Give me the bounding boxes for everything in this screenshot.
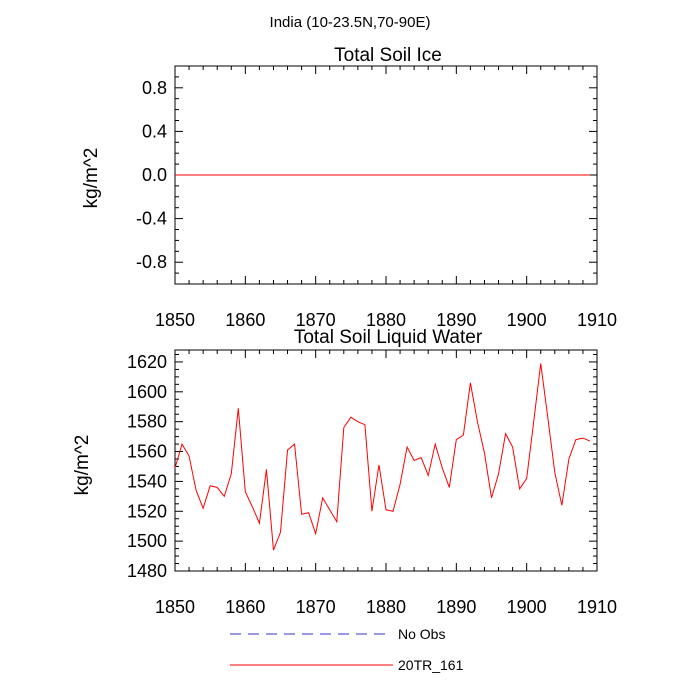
legend-label-20tr-161: 20TR_161	[398, 657, 464, 673]
y-tick-label: 1600	[127, 382, 167, 402]
y-tick-label: -0.4	[136, 209, 167, 229]
panel-title: Total Soil Liquid Water	[294, 327, 483, 348]
plot-area: 1850 1860 1870 1880 1890 1900 1910 -0.8 -0.4 0.0 0…	[136, 65, 617, 330]
y-tick-label: 0.4	[142, 121, 167, 141]
y-tick-label: 0.0	[142, 165, 167, 185]
y-tick-label: -0.8	[136, 252, 167, 272]
y-tick-label: 1620	[127, 352, 167, 372]
y-tick-label: 1560	[127, 442, 167, 462]
y-axis-label: kg/m^2	[72, 435, 93, 496]
x-tick-label: 1900	[507, 597, 547, 617]
panel-soil-ice: Total Soil Ice kg/m^2 1850 1860 1870 1880 18…	[81, 45, 617, 330]
panel-title: Total Soil Ice	[334, 45, 442, 66]
x-tick-label: 1860	[225, 310, 265, 330]
plot-area: 1850 1860 1870 1880 1890 1900 1910 1480 1500 1520…	[127, 349, 617, 617]
x-tick-label: 1850	[155, 597, 195, 617]
series-line-20tr-161	[174, 363, 591, 551]
x-tick-label: 1890	[436, 310, 476, 330]
x-tick-label: 1910	[577, 310, 617, 330]
y-axis-label: kg/m^2	[81, 148, 102, 209]
panel-soil-liquid-water: Total Soil Liquid Water kg/m^2 1850 1860 1…	[72, 327, 617, 617]
x-tick-label: 1860	[225, 597, 265, 617]
figure-suptitle: India (10-23.5N,70-90E)	[270, 14, 431, 31]
legend: No Obs 20TR_161	[230, 626, 464, 673]
x-tick-label: 1880	[366, 310, 406, 330]
y-tick-label: 1480	[127, 561, 167, 581]
legend-label-no-obs: No Obs	[398, 626, 445, 642]
x-tick-label: 1870	[296, 310, 336, 330]
y-tick-label: 0.8	[142, 78, 167, 98]
x-tick-label: 1850	[155, 310, 195, 330]
x-tick-label: 1890	[436, 597, 476, 617]
y-tick-label: 1520	[127, 501, 167, 521]
y-tick-label: 1500	[127, 531, 167, 551]
x-tick-label: 1910	[577, 597, 617, 617]
x-tick-label: 1880	[366, 597, 406, 617]
y-tick-label: 1580	[127, 412, 167, 432]
y-tick-label: 1540	[127, 471, 167, 491]
plot-frame	[174, 349, 598, 572]
x-tick-label: 1870	[296, 597, 336, 617]
x-tick-label: 1900	[507, 310, 547, 330]
